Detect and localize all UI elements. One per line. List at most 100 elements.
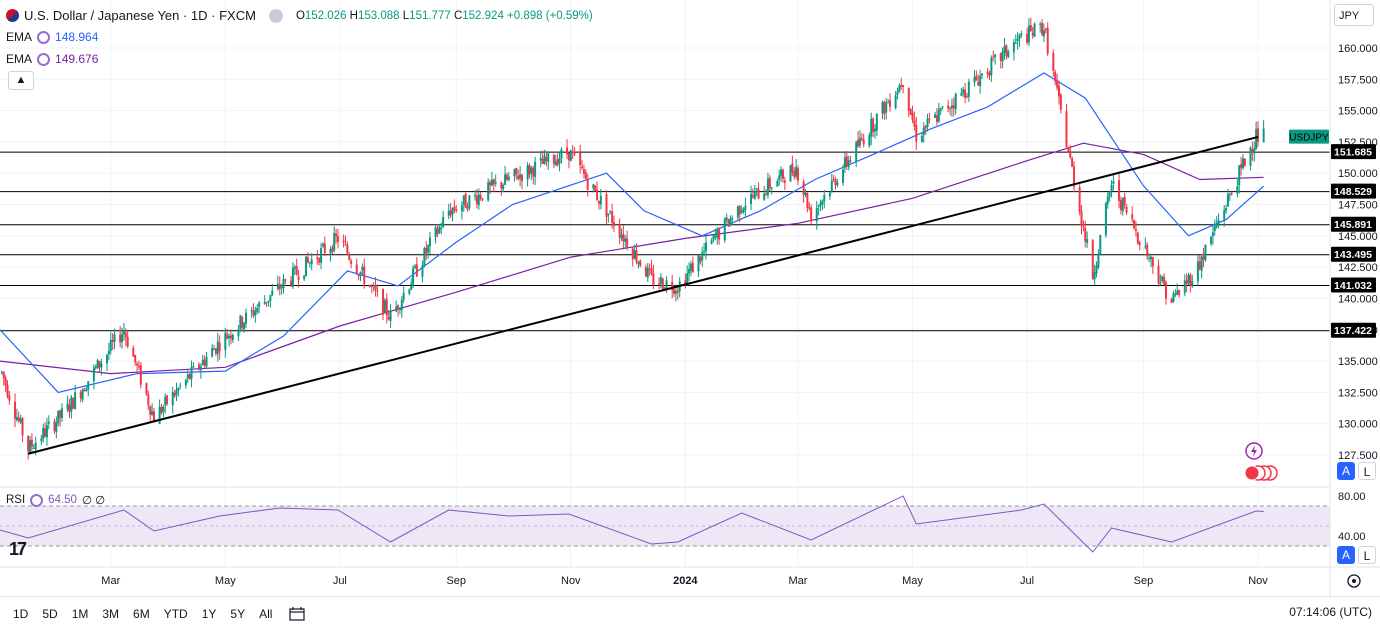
period-5d-button[interactable]: 5D <box>42 606 58 621</box>
ema-slow-legend[interactable]: EMA 149.676 <box>6 52 98 66</box>
candle-body <box>1091 240 1094 280</box>
candle-body <box>40 438 43 442</box>
candle-body <box>828 192 831 197</box>
candle-body <box>348 254 351 260</box>
indicator-settings-icon[interactable] <box>37 30 51 44</box>
candle-body <box>85 389 88 391</box>
flag-event-icon[interactable] <box>1244 465 1260 481</box>
candle-body <box>980 73 983 76</box>
candle-body <box>1133 220 1136 229</box>
candle-body <box>1093 272 1096 280</box>
high-value: 153.088 <box>357 9 400 22</box>
candle-body <box>492 179 495 185</box>
candle-body <box>731 217 734 220</box>
candle-body <box>770 187 773 189</box>
candle-body <box>934 114 937 118</box>
rsi-auto-scale-button[interactable]: A <box>1337 546 1355 564</box>
candle-body <box>382 289 385 315</box>
candle-body <box>1071 158 1074 167</box>
candle-body <box>742 208 745 213</box>
candle-body <box>42 427 45 439</box>
candle-body <box>1112 181 1115 184</box>
candle-body <box>860 138 863 140</box>
candle-body <box>126 336 129 347</box>
date-range-calendar-icon[interactable] <box>289 606 306 621</box>
candle-body <box>738 205 741 215</box>
candle-body <box>686 273 689 284</box>
candle-body <box>55 422 58 432</box>
level-price-tag <box>1331 277 1376 293</box>
candle-body <box>489 182 492 186</box>
collapse-legend-button[interactable]: ▲ <box>8 71 34 90</box>
x-tick-label: Sep <box>1134 575 1154 587</box>
candle-body <box>1253 148 1256 154</box>
period-1d-button[interactable]: 1D <box>13 606 29 621</box>
candle-body <box>691 262 694 273</box>
period-5y-button[interactable]: 5Y <box>230 606 246 621</box>
market-status-icon[interactable] <box>268 8 283 23</box>
candle-body <box>988 72 991 76</box>
candle-body <box>810 207 813 222</box>
candle-body <box>1163 276 1166 285</box>
candle-body <box>873 128 876 132</box>
candle-body <box>370 286 373 288</box>
period-3m-button[interactable]: 3M <box>102 606 120 621</box>
candle-body <box>517 175 520 180</box>
candle-body <box>494 182 497 184</box>
x-tick-label: Sep <box>446 575 466 587</box>
candle-body <box>624 238 627 242</box>
rsi-log-scale-button[interactable]: L <box>1358 546 1376 564</box>
candle-body <box>821 200 824 205</box>
candle-body <box>442 216 445 228</box>
trendline[interactable] <box>27 135 1259 455</box>
candle-body <box>620 235 623 239</box>
period-1y-button[interactable]: 1Y <box>201 606 217 621</box>
candle-body <box>507 176 510 180</box>
candle-body <box>321 244 324 247</box>
indicator-settings-icon[interactable] <box>37 52 51 66</box>
candle-body <box>252 310 255 316</box>
symbol-title[interactable]: U.S. Dollar / Japanese Yen · 1D · FXCM <box>24 8 256 23</box>
candle-body <box>336 236 339 242</box>
candle-body <box>532 167 535 177</box>
indicator-settings-icon[interactable] <box>30 493 44 507</box>
candle-body <box>1243 158 1246 166</box>
candle-body <box>226 334 229 339</box>
candle-body <box>1225 208 1228 211</box>
utc-clock[interactable]: 07:14:06 (UTC) <box>1289 605 1372 619</box>
candle-body <box>192 365 195 368</box>
candle-body <box>928 118 931 120</box>
candle-body <box>935 115 938 123</box>
candle-body <box>278 284 281 290</box>
candle-body <box>1084 228 1087 242</box>
candle-body <box>830 180 833 192</box>
candle-body <box>256 307 259 313</box>
currency-select[interactable]: JPY <box>1334 4 1374 26</box>
candle-body <box>66 403 69 410</box>
settings-icon[interactable] <box>1347 574 1361 588</box>
candle-body <box>173 392 176 397</box>
candle-body <box>190 367 193 380</box>
auto-scale-button[interactable]: A <box>1337 462 1355 480</box>
candle-body <box>663 287 666 290</box>
candle-body <box>992 56 995 58</box>
candle-body <box>954 93 957 110</box>
candle-body <box>802 181 805 195</box>
candle-body <box>17 417 20 421</box>
candle-body <box>644 267 647 277</box>
rsi-legend[interactable]: RSI 64.50 ∅ ∅ <box>6 493 105 507</box>
candle-body <box>481 198 484 200</box>
period-6m-button[interactable]: 6M <box>133 606 150 621</box>
candle-body <box>198 364 201 369</box>
candle-body <box>333 233 336 251</box>
period-all-button[interactable]: All <box>259 606 273 621</box>
price-chart[interactable]: Mar May Jul Sep Nov 2024 Mar May Jul Sep Nov 127.50… <box>0 0 1380 596</box>
log-scale-button[interactable]: L <box>1358 462 1376 480</box>
candle-body <box>1164 282 1167 299</box>
ema-fast-legend[interactable]: EMA 148.964 <box>6 30 98 44</box>
period-ytd-button[interactable]: YTD <box>163 606 188 621</box>
period-1m-button[interactable]: 1M <box>71 606 89 621</box>
tradingview-logo[interactable]: 17 <box>9 539 27 559</box>
candle-body <box>547 153 550 163</box>
candle-body <box>922 127 925 136</box>
